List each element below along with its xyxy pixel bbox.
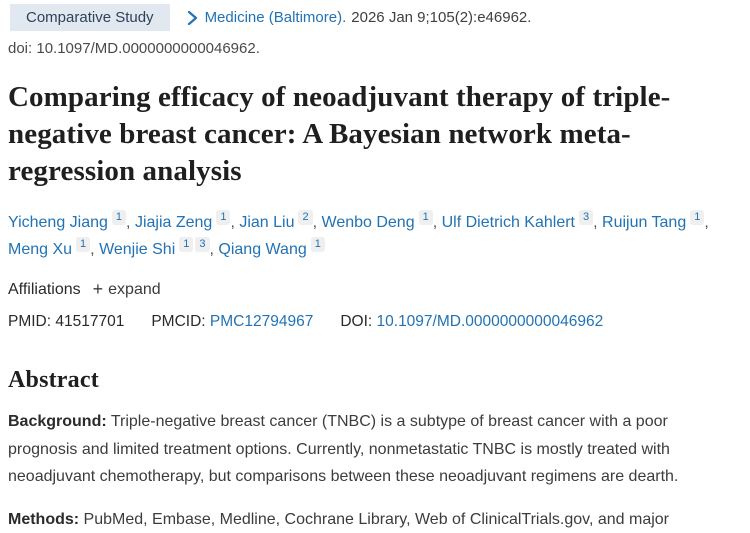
affiliation-superscript: 1 <box>76 236 91 252</box>
affiliation-superscript: 1 <box>216 210 231 226</box>
author-link[interactable]: Yicheng Jiang <box>8 214 108 232</box>
author-separator: , <box>432 214 442 232</box>
doi-link[interactable]: 10.1097/MD.0000000000046962 <box>376 313 604 331</box>
expand-affiliations-button[interactable]: + expand <box>93 279 161 300</box>
author-link[interactable]: Qiang Wang <box>218 240 307 258</box>
abstract-section-label: Methods: <box>8 510 80 528</box>
author-separator: , <box>90 240 100 258</box>
affiliation-superscript: 3 <box>195 236 210 252</box>
author-link[interactable]: Jian Liu <box>239 214 295 232</box>
affiliation-superscript: 2 <box>298 210 313 226</box>
author-link[interactable]: Wenbo Deng <box>321 214 415 232</box>
author-separator: , <box>704 214 709 232</box>
pmid-group: PMID: 41517701 <box>8 313 124 330</box>
author-link[interactable]: Meng Xu <box>8 240 73 258</box>
affiliation-superscript: 3 <box>579 210 594 226</box>
publication-type-badge[interactable]: Comparative Study <box>10 4 170 31</box>
doi-group: DOI: 10.1097/MD.0000000000046962 <box>340 313 603 330</box>
plus-icon: + <box>92 279 104 300</box>
abstract-section: Methods: PubMed, Embase, Medline, Cochra… <box>8 510 669 528</box>
affiliation-superscript: 1 <box>690 210 705 226</box>
authors-list: Yicheng Jiang 1, Jiajia Zeng 1, Jian Liu 2,… <box>8 210 740 263</box>
author-separator: , <box>593 214 603 232</box>
pmcid-label: PMCID: <box>151 313 206 331</box>
doi-label: DOI: <box>340 313 373 331</box>
author-link[interactable]: Jiajia Zeng <box>134 214 213 232</box>
citation-text: 2026 Jan 9;105(2):e46962. <box>351 9 532 26</box>
journal-link[interactable]: Medicine (Baltimore). <box>204 9 347 26</box>
pmid-value: 41517701 <box>55 313 125 331</box>
affiliations-label: Affiliations <box>8 280 81 298</box>
affiliation-superscript: 1 <box>111 210 127 226</box>
abstract-heading: Abstract <box>8 367 99 394</box>
pmcid-link[interactable]: PMC12794967 <box>209 313 314 331</box>
author-link[interactable]: Ruijun Tang <box>602 214 687 232</box>
abstract-section-label: Background: <box>8 413 107 431</box>
author-link[interactable]: Ulf Dietrich Kahlert <box>441 214 575 232</box>
author-separator: , <box>312 214 322 232</box>
expand-label: expand <box>108 280 161 298</box>
pmcid-group: PMCID: PMC12794967 <box>151 313 313 330</box>
author-separator: , <box>209 240 219 258</box>
abstract-section: Background: Triple-negative breast cance… <box>8 413 679 486</box>
affiliation-superscript: 1 <box>310 236 325 252</box>
author-separator: , <box>126 214 135 232</box>
affiliation-superscript: 1 <box>179 236 194 252</box>
doi-line: doi: 10.1097/MD.0000000000046962. <box>8 40 260 57</box>
affiliations-row: Affiliations + expand <box>8 279 740 300</box>
pmid-label: PMID: <box>8 313 52 331</box>
article-title: Comparing efficacy of neoadjuvant therap… <box>8 81 671 188</box>
identifiers-row: PMID: 41517701 PMCID: PMC12794967 DOI: 10.… <box>8 313 740 331</box>
citation-banner: Comparative Study Medicine (Baltimore). … <box>8 4 740 31</box>
chevron-right-icon <box>186 10 198 25</box>
abstract-body: Background: Triple-negative breast cance… <box>8 408 740 533</box>
affiliation-superscript: 1 <box>418 210 433 226</box>
author-separator: , <box>230 214 240 232</box>
author-link[interactable]: Wenjie Shi <box>99 240 176 258</box>
